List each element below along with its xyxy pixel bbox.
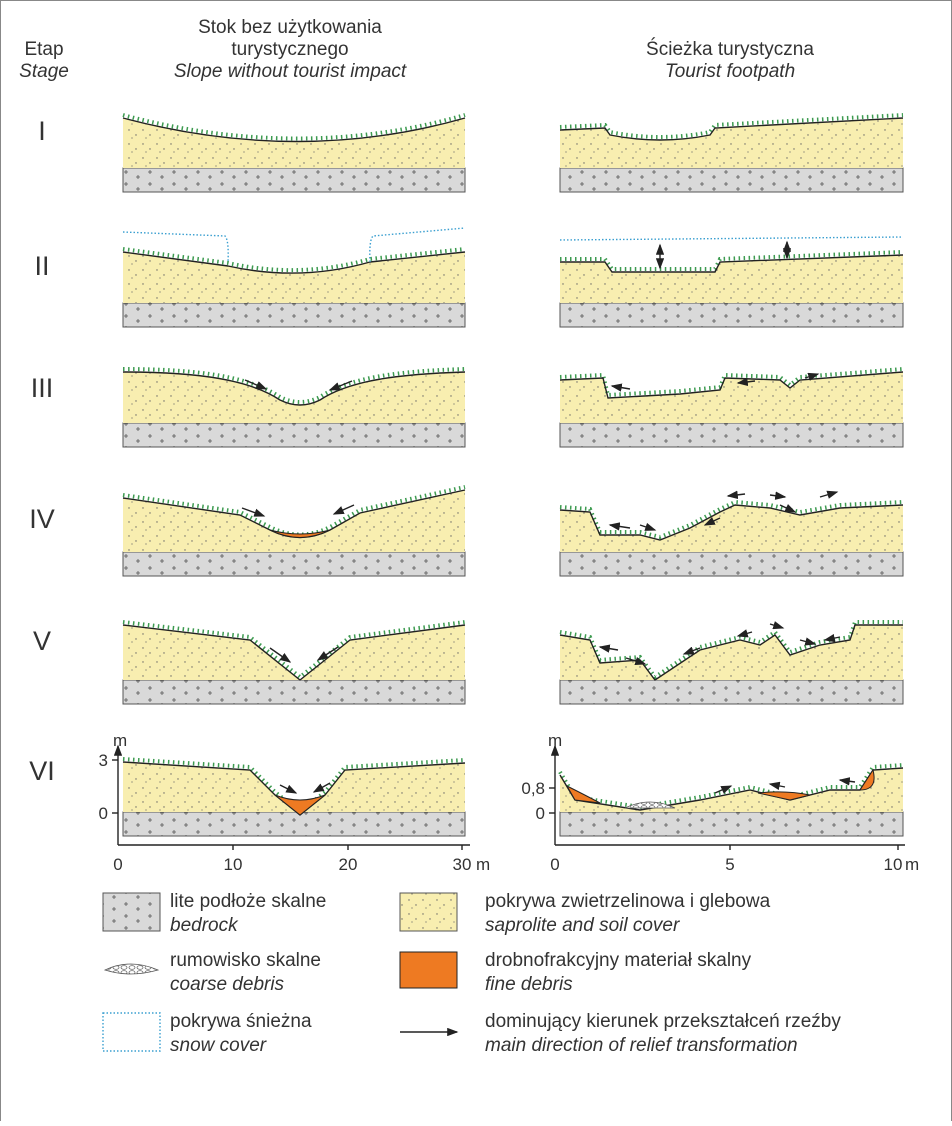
vegetation xyxy=(122,247,466,273)
ground-surface xyxy=(559,371,904,399)
soil-cover xyxy=(560,372,903,423)
bedrock xyxy=(122,422,466,448)
column-title-en: Tourist footpath xyxy=(665,61,795,82)
legend-label: pokrywa śnieżna xyxy=(170,1011,312,1032)
bedrock xyxy=(559,811,904,837)
ground-surface xyxy=(122,251,466,274)
legend xyxy=(102,892,459,1052)
y-tick-label: 3 xyxy=(99,751,108,770)
y-tick-label: 0 xyxy=(99,804,108,823)
soil-cover xyxy=(560,625,903,680)
axes xyxy=(112,744,905,850)
stage-label: IV xyxy=(29,504,55,534)
ground-surface xyxy=(559,117,904,141)
soil-cover xyxy=(560,255,903,303)
column-title: turystycznego xyxy=(231,39,348,60)
vegetation xyxy=(558,763,904,810)
bedrock xyxy=(122,811,466,837)
bedrock xyxy=(559,679,904,705)
soil-cover xyxy=(123,372,465,423)
x-tick-label: 0 xyxy=(550,855,559,874)
bedrock xyxy=(122,302,466,328)
legend-label-en: bedrock xyxy=(170,915,239,936)
x-tick-label: 5 xyxy=(725,855,734,874)
soil-cover xyxy=(123,625,465,680)
x-tick-label: 30 xyxy=(453,855,472,874)
y-unit: m xyxy=(113,731,127,750)
x-tick-label: 0 xyxy=(113,855,122,874)
vegetation xyxy=(122,113,466,141)
x-tick-label: 10 xyxy=(224,855,243,874)
bedrock xyxy=(559,167,904,193)
stage-label: V xyxy=(33,626,51,656)
stage-label: III xyxy=(31,373,54,403)
legend-label-en: snow cover xyxy=(170,1035,267,1056)
x-tick-label: 10 xyxy=(884,855,903,874)
stage-header: Etap xyxy=(24,39,63,60)
y-tick-label: 0,8 xyxy=(521,779,545,798)
ground-surface xyxy=(122,117,466,143)
soil-cover xyxy=(123,118,465,168)
stage-label: VI xyxy=(29,756,55,786)
column-title: Ścieżka turystyczna xyxy=(646,38,814,60)
bedrock xyxy=(559,302,904,328)
legend-label: pokrywa zwietrzelinowa i glebowa xyxy=(485,891,771,912)
bedrock xyxy=(122,167,466,193)
soil-cover xyxy=(560,768,903,812)
profiles xyxy=(122,113,904,837)
soil-cover xyxy=(560,505,903,552)
ground-surface xyxy=(559,624,903,681)
x-unit: m xyxy=(476,855,490,874)
legend-label-en: main direction of relief transformation xyxy=(485,1035,798,1056)
bedrock xyxy=(559,551,904,577)
legend-label-en: fine debris xyxy=(485,974,573,995)
ground-surface xyxy=(122,371,466,406)
ground-surface xyxy=(122,624,466,681)
bedrock xyxy=(122,679,466,705)
legend-label: drobnofrakcyjny materiał skalny xyxy=(485,950,752,971)
vegetation xyxy=(559,499,904,540)
legend-label: rumowisko skalne xyxy=(170,950,321,971)
vegetation xyxy=(559,620,903,680)
soil-cover xyxy=(560,118,903,168)
stage-label: I xyxy=(38,116,46,146)
annotations xyxy=(122,227,904,816)
vegetation xyxy=(122,620,466,680)
soil-cover xyxy=(123,762,465,815)
column-title: Stok bez użytkowania xyxy=(198,17,382,38)
x-unit: m xyxy=(905,855,919,874)
legend-label: lite podłoże skalne xyxy=(170,891,326,912)
column-title-en: Slope without tourist impact xyxy=(174,61,407,82)
stage-header-en: Stage xyxy=(19,61,69,82)
legend-label-en: coarse debris xyxy=(170,974,285,995)
soil-cover xyxy=(123,252,465,303)
ground-surface xyxy=(560,254,904,273)
bedrock xyxy=(122,551,466,577)
y-tick-label: 0 xyxy=(536,804,545,823)
legend-label-en: saprolite and soil cover xyxy=(485,915,680,936)
soil-cover xyxy=(123,490,465,552)
legend-label: dominujący kierunek przekształceń rzeźby xyxy=(485,1011,841,1032)
vegetation xyxy=(122,367,466,404)
y-unit: m xyxy=(548,731,562,750)
x-tick-label: 20 xyxy=(339,855,358,874)
stage-label: II xyxy=(34,251,49,281)
bedrock xyxy=(559,422,904,448)
